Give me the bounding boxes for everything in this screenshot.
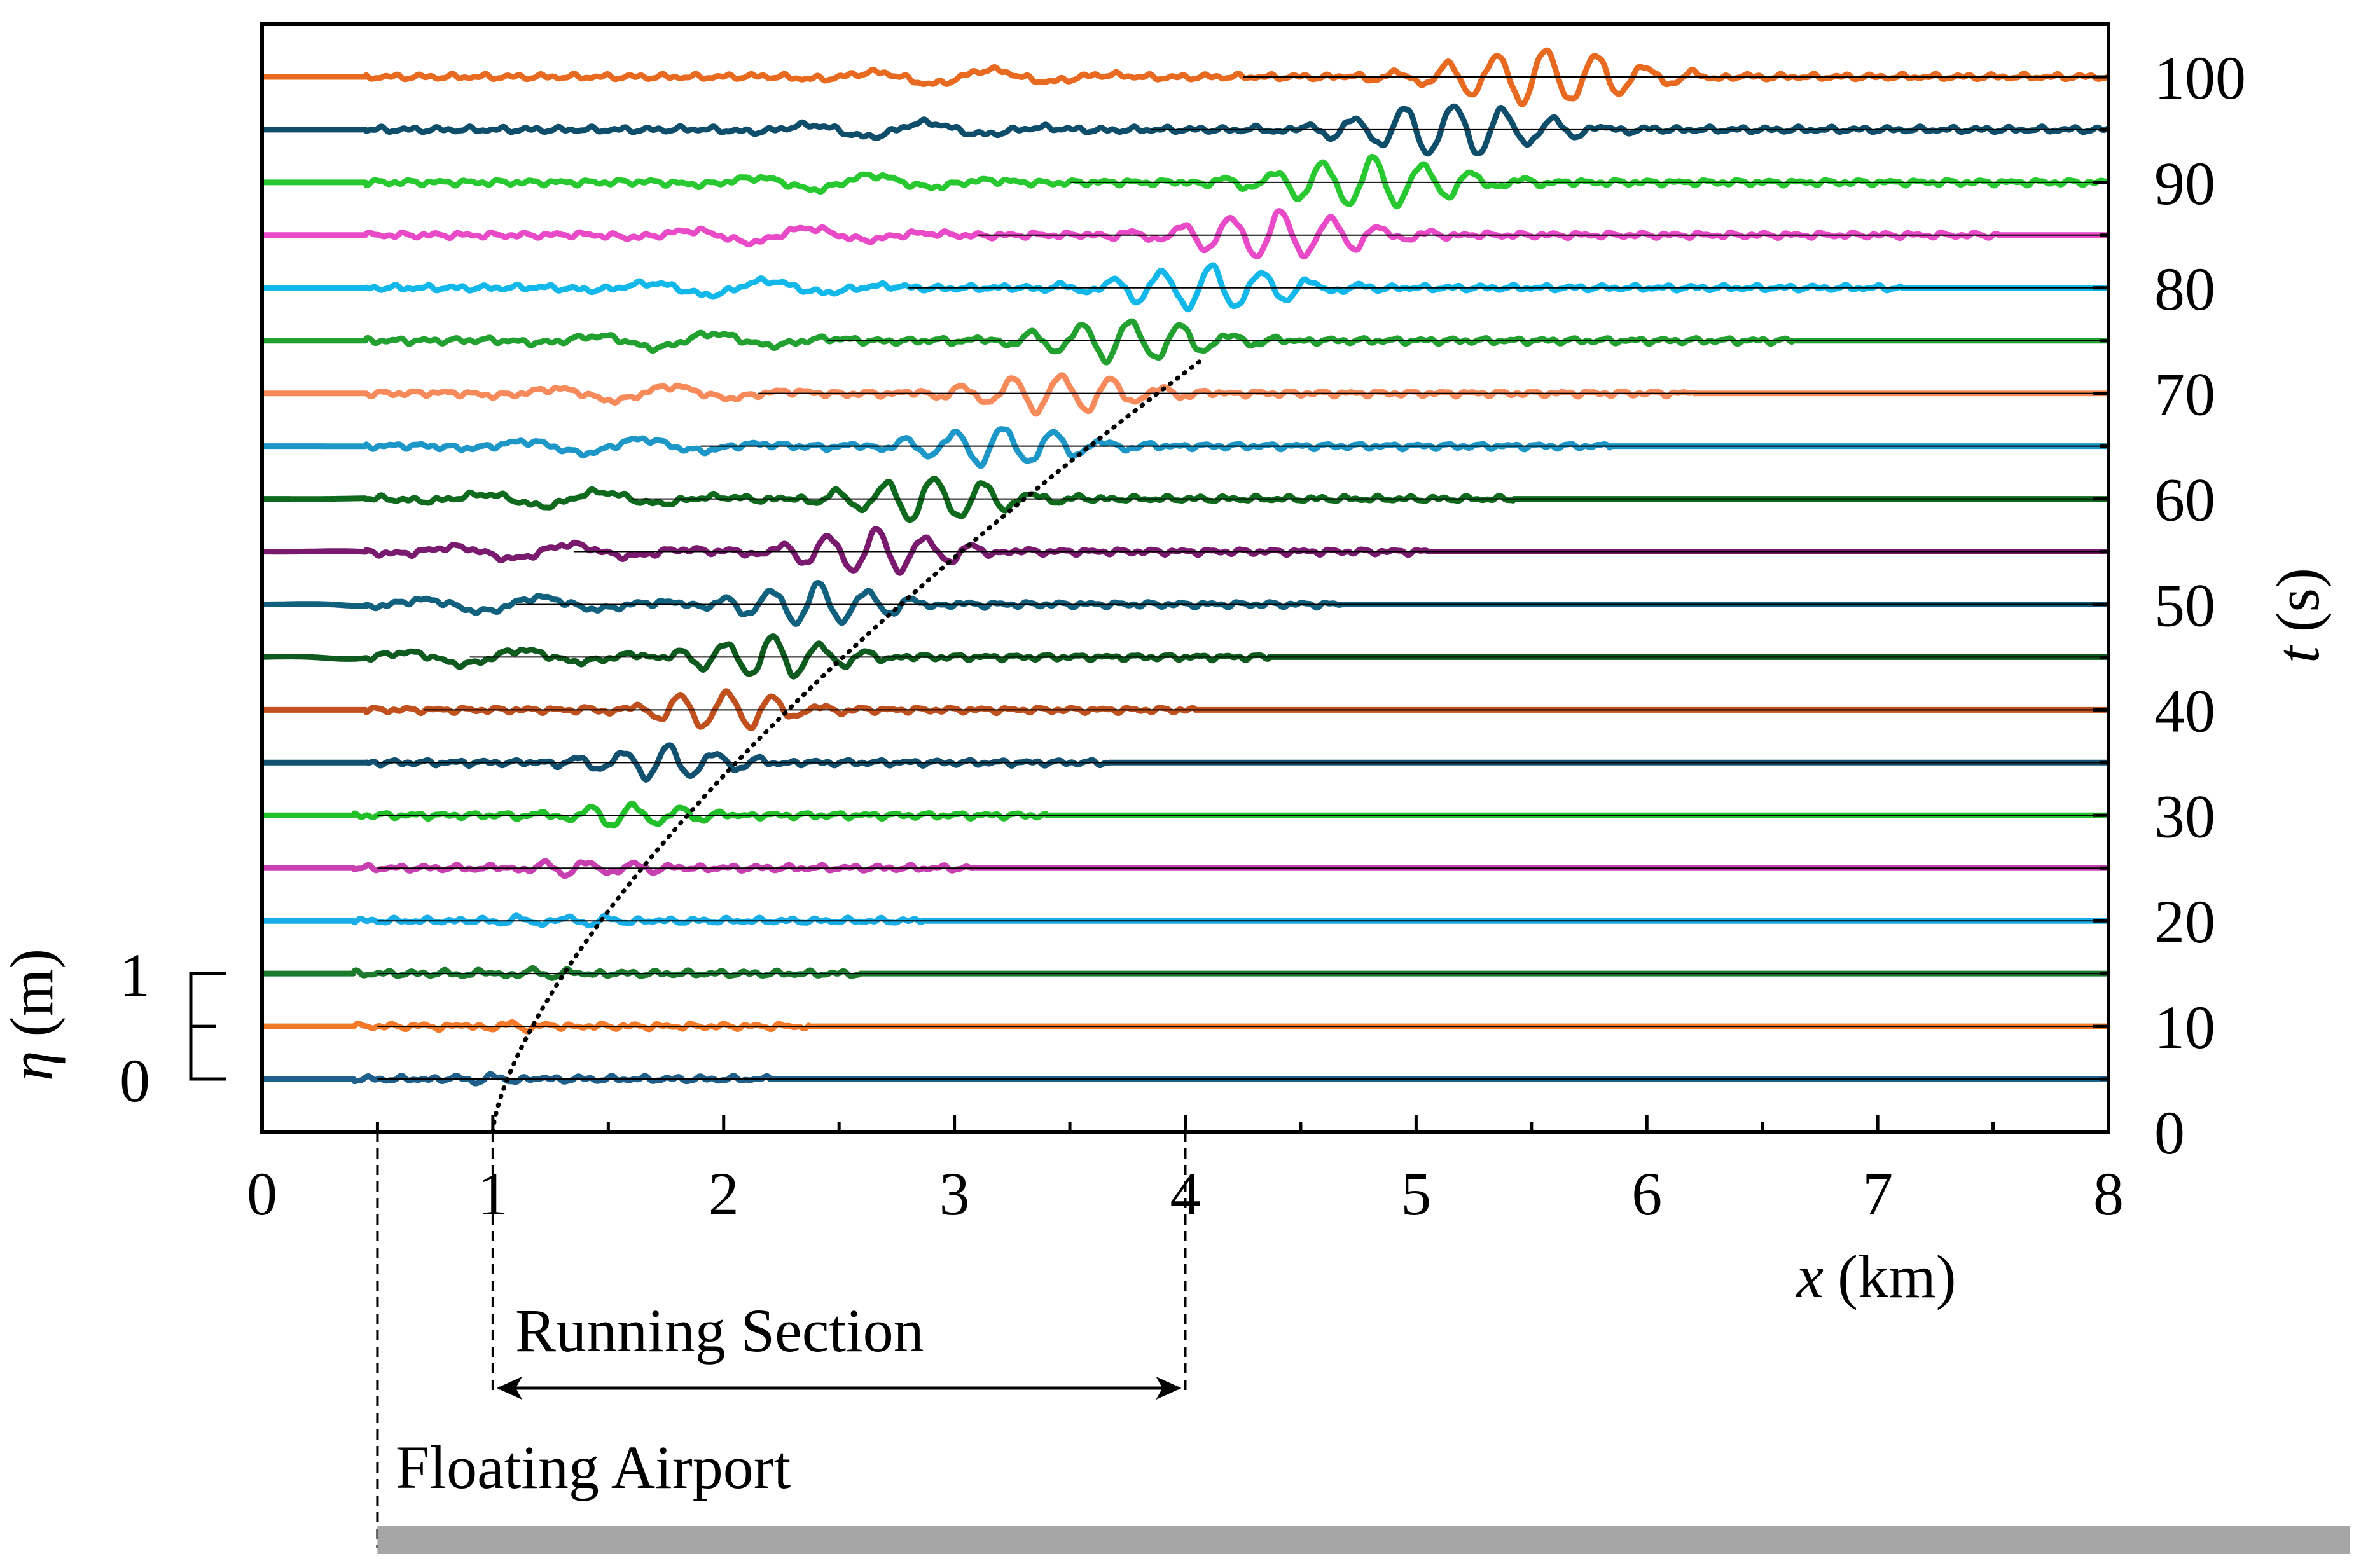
t-axis-label: t(s) — [2264, 568, 2332, 663]
floating-airport-label: Floating Airport — [396, 1433, 791, 1501]
eta-scale-line — [189, 972, 226, 1081]
eta-scale-bottom-label: 0 — [120, 1047, 150, 1115]
t-tick-label: 90 — [2154, 149, 2215, 217]
x-tick-label: 2 — [709, 1160, 739, 1228]
x-tick-label: 0 — [247, 1160, 277, 1228]
x-tick-label: 6 — [1631, 1160, 1662, 1228]
annotation-lines — [376, 1132, 1187, 1548]
trace-line — [260, 262, 2110, 313]
x-tick-label: 7 — [1862, 1160, 1893, 1228]
t-tick-label: 70 — [2154, 361, 2215, 429]
trace-line — [260, 47, 2110, 107]
t-tick-labels: 0 10 20 30 40 50 60 70 80 90 100 — [2154, 44, 2246, 1167]
running-section-label: Running Section — [515, 1296, 924, 1365]
t-tick-label: 20 — [2154, 888, 2215, 956]
t-tick-label: 80 — [2154, 255, 2215, 323]
t-tick-label: 10 — [2154, 993, 2215, 1061]
trace-line — [260, 801, 2110, 829]
trace-baselines — [377, 76, 2108, 1080]
x-axis-label: x (km) — [1795, 1242, 1956, 1310]
trace-line — [260, 208, 2110, 260]
x-ticks — [260, 1115, 2110, 1132]
eta-axis-label: η(m) — [0, 949, 66, 1081]
floating-airport-bar — [377, 1526, 2350, 1554]
plot-frame — [260, 22, 2110, 1134]
trace-line — [260, 580, 2110, 627]
wave-traces — [260, 47, 2110, 1087]
t-tick-label: 40 — [2154, 677, 2215, 745]
t-tick-label: 30 — [2154, 782, 2215, 850]
t-tick-label: 50 — [2154, 571, 2215, 639]
t-tick-label: 100 — [2154, 44, 2246, 112]
trace-line — [260, 318, 2110, 366]
trace-line — [260, 426, 2110, 469]
t-tick-label: 60 — [2154, 466, 2215, 534]
x-tick-label: 5 — [1401, 1160, 1431, 1228]
t-ticks — [2093, 75, 2108, 1134]
eta-scale-bar — [189, 972, 226, 1081]
arrival-curve — [490, 359, 1201, 1134]
t-tick-label: 0 — [2154, 1099, 2185, 1167]
trace-line — [260, 153, 2110, 210]
x-tick-label: 3 — [939, 1160, 970, 1228]
trace-line — [260, 633, 2110, 680]
arrow-head-right — [1156, 1377, 1182, 1400]
x-tick-label: 8 — [2093, 1160, 2124, 1228]
eta-scale-top-label: 1 — [120, 941, 150, 1009]
trace-line — [260, 372, 2110, 417]
arrow-head-left — [496, 1377, 522, 1400]
